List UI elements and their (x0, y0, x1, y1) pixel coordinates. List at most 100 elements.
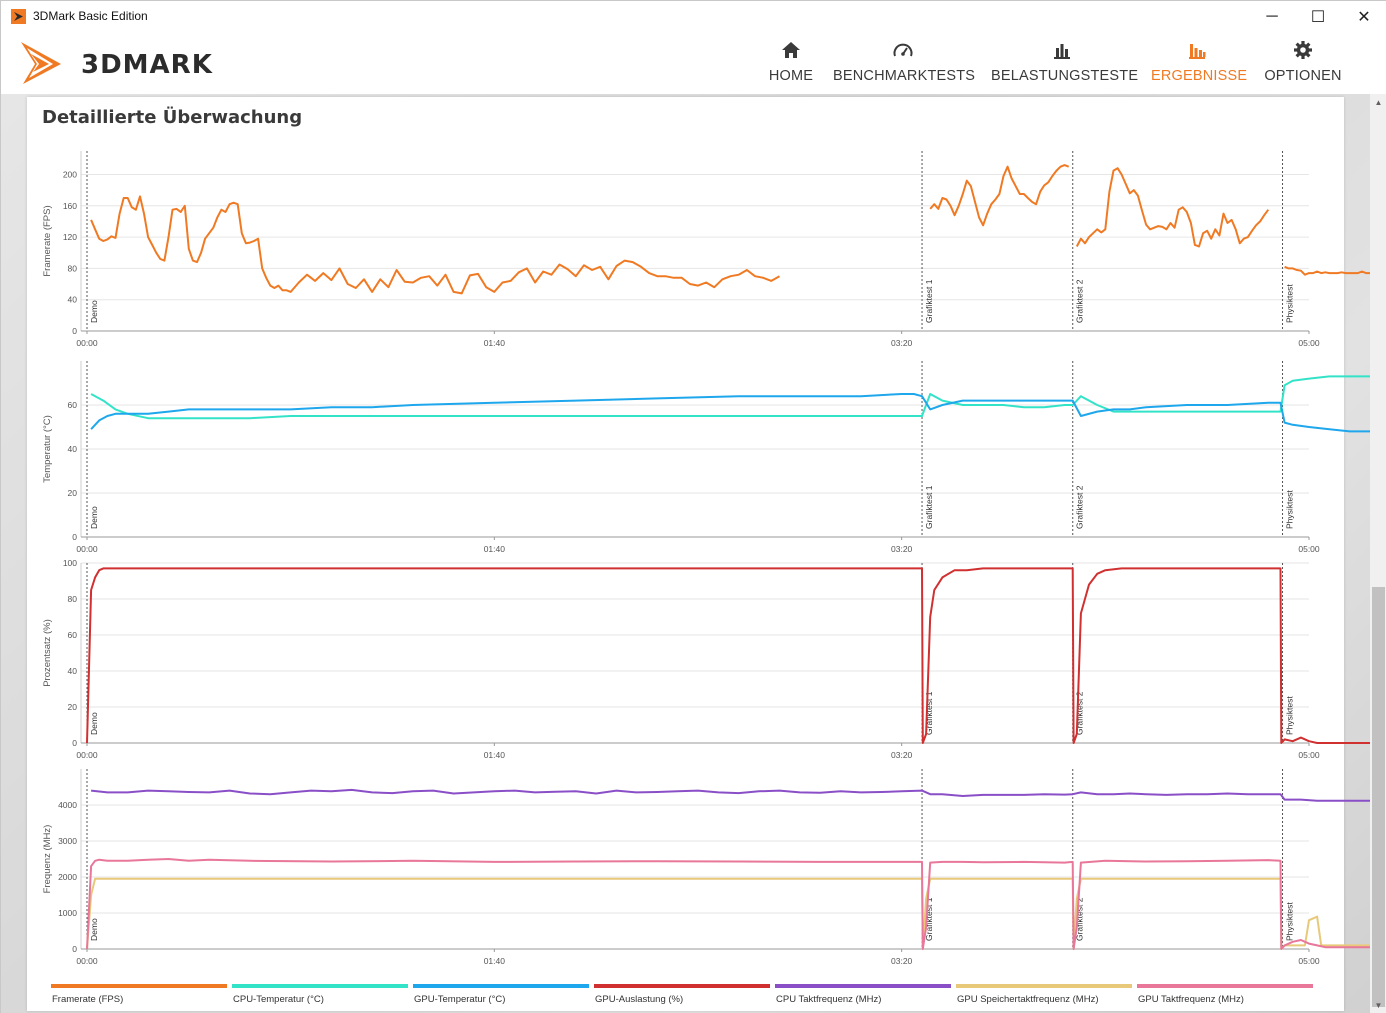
y-tick-label: 40 (68, 295, 78, 305)
bar-chart-icon (1054, 44, 1070, 59)
test-marker-label: Grafiktest 2 (1075, 691, 1085, 735)
legend-color-bar (232, 984, 408, 988)
test-marker-label: Grafiktest 2 (1075, 279, 1085, 323)
y-tick-label: 3000 (58, 836, 77, 846)
test-marker-label: Grafiktest 1 (924, 485, 934, 529)
legend-color-bar (51, 984, 227, 988)
y-tick-label: 0 (72, 532, 77, 542)
scroll-up-arrow-icon[interactable]: ▲ (1374, 98, 1383, 107)
nav-ergebnisse-label: ERGEBNISSE (1151, 68, 1248, 84)
chart-legend: Framerate (FPS) CPU-Temperatur (°C) GPU-Te… (51, 984, 1321, 1010)
test-marker-label: Physiktest (1285, 696, 1295, 735)
nav-benchmarktests[interactable]: BENCHMARKTESTS (833, 32, 976, 94)
y-tick-label: 80 (68, 263, 78, 273)
legend-item[interactable]: GPU-Temperatur (°C) (413, 984, 589, 1010)
y-tick-label: 40 (68, 444, 78, 454)
legend-item[interactable]: GPU-Auslastung (%) (594, 984, 770, 1010)
gauge-icon (893, 43, 913, 57)
series-line[interactable] (86, 877, 1386, 950)
legend-color-bar (956, 984, 1132, 988)
series-line[interactable] (90, 393, 1386, 433)
legend-item[interactable]: Framerate (FPS) (51, 984, 227, 1010)
y-tick-label: 20 (68, 488, 78, 498)
gear-icon (1294, 41, 1312, 59)
results-chart-icon (1189, 44, 1206, 59)
title-bar[interactable]: 3DMark Basic Edition ─ ☐ ✕ (1, 1, 1386, 32)
y-axis-title: Prozentsatz (%) (42, 619, 53, 687)
vertical-scrollbar[interactable]: ▲ ▼ (1370, 94, 1386, 1013)
x-tick-label: 05:00 (1298, 750, 1320, 760)
nav-optionen[interactable]: OPTIONEN (1261, 32, 1345, 94)
app-header: 3DMARK HOME BENCHMARKTESTS (1, 32, 1386, 94)
legend-item[interactable]: GPU Taktfrequenz (MHz) (1137, 984, 1313, 1010)
x-tick-label: 03:20 (891, 750, 913, 760)
legend-item[interactable]: GPU Speichertaktfrequenz (MHz) (956, 984, 1132, 1010)
x-tick-label: 05:00 (1298, 956, 1320, 966)
series-line[interactable] (86, 858, 1386, 950)
y-tick-label: 2000 (58, 872, 77, 882)
y-tick-label: 1000 (58, 908, 77, 918)
series-line[interactable] (929, 164, 1070, 227)
test-marker-label: Grafiktest 1 (924, 691, 934, 735)
legend-label: Framerate (FPS) (52, 994, 124, 1005)
nav-benchmarktests-label: BENCHMARKTESTS (833, 68, 976, 84)
legend-item[interactable]: CPU-Temperatur (°C) (232, 984, 408, 1010)
y-tick-label: 200 (63, 169, 77, 179)
test-marker-label: Grafiktest 2 (1075, 897, 1085, 941)
y-tick-label: 60 (68, 400, 78, 410)
x-tick-label: 00:00 (76, 956, 98, 966)
legend-item[interactable]: CPU Taktfrequenz (MHz) (775, 984, 951, 1010)
series-line[interactable] (86, 567, 1386, 744)
y-axis-title: Frequenz (MHz) (42, 825, 53, 894)
series-line[interactable] (1284, 265, 1375, 276)
y-tick-label: 0 (72, 738, 77, 748)
legend-color-bar (775, 984, 951, 988)
maximize-button[interactable]: ☐ (1310, 8, 1326, 26)
test-marker-label: Demo (89, 300, 99, 323)
x-tick-label: 03:20 (891, 338, 913, 348)
x-tick-label: 00:00 (76, 750, 98, 760)
3dmark-logo[interactable]: 3DMARK (19, 38, 229, 86)
series-line[interactable] (1075, 167, 1270, 248)
home-icon (782, 42, 800, 58)
y-tick-label: 40 (68, 666, 78, 676)
test-marker-label: Demo (89, 918, 99, 941)
logo-swoosh-icon (21, 42, 61, 84)
y-tick-label: 160 (63, 201, 77, 211)
scrollbar-thumb[interactable] (1372, 587, 1385, 1007)
nav-home[interactable]: HOME (761, 32, 821, 94)
legend-label: GPU-Temperatur (°C) (414, 994, 506, 1005)
legend-label: GPU-Auslastung (%) (595, 994, 684, 1005)
close-button[interactable]: ✕ (1357, 8, 1371, 26)
legend-label: CPU-Temperatur (°C) (233, 994, 324, 1005)
monitoring-panel: Detaillierte Überwachung (27, 97, 1344, 1011)
y-tick-label: 120 (63, 232, 77, 242)
test-marker-label: Grafiktest 1 (924, 897, 934, 941)
y-axis-title: Framerate (FPS) (42, 205, 53, 276)
test-marker-label: Grafiktest 1 (924, 279, 934, 323)
scroll-down-arrow-icon[interactable]: ▼ (1374, 1001, 1383, 1010)
test-marker-label: Demo (89, 506, 99, 529)
legend-label: GPU Taktfrequenz (MHz) (1138, 994, 1244, 1005)
y-tick-label: 4000 (58, 800, 77, 810)
legend-label: GPU Speichertaktfrequenz (MHz) (957, 994, 1099, 1005)
y-tick-label: 0 (72, 326, 77, 336)
logo-text: 3DMARK (81, 50, 213, 80)
series-line[interactable] (90, 788, 1386, 802)
series-line[interactable] (90, 195, 780, 295)
app-icon (11, 9, 26, 24)
x-tick-label: 01:40 (484, 544, 506, 554)
y-tick-label: 0 (72, 944, 77, 954)
nav-ergebnisse[interactable]: ERGEBNISSE (1151, 32, 1248, 94)
nav-belastungsteste-label: BELASTUNGSTESTE (991, 68, 1139, 84)
x-tick-label: 03:20 (891, 544, 913, 554)
test-marker-label: Grafiktest 2 (1075, 485, 1085, 529)
legend-label: CPU Taktfrequenz (MHz) (776, 994, 882, 1005)
y-axis-title: Temperatur (°C) (42, 415, 53, 483)
nav-belastungsteste[interactable]: BELASTUNGSTESTE (991, 32, 1139, 94)
test-marker-label: Physiktest (1285, 490, 1295, 529)
minimize-button[interactable]: ─ (1266, 7, 1278, 25)
x-tick-label: 05:00 (1298, 544, 1320, 554)
